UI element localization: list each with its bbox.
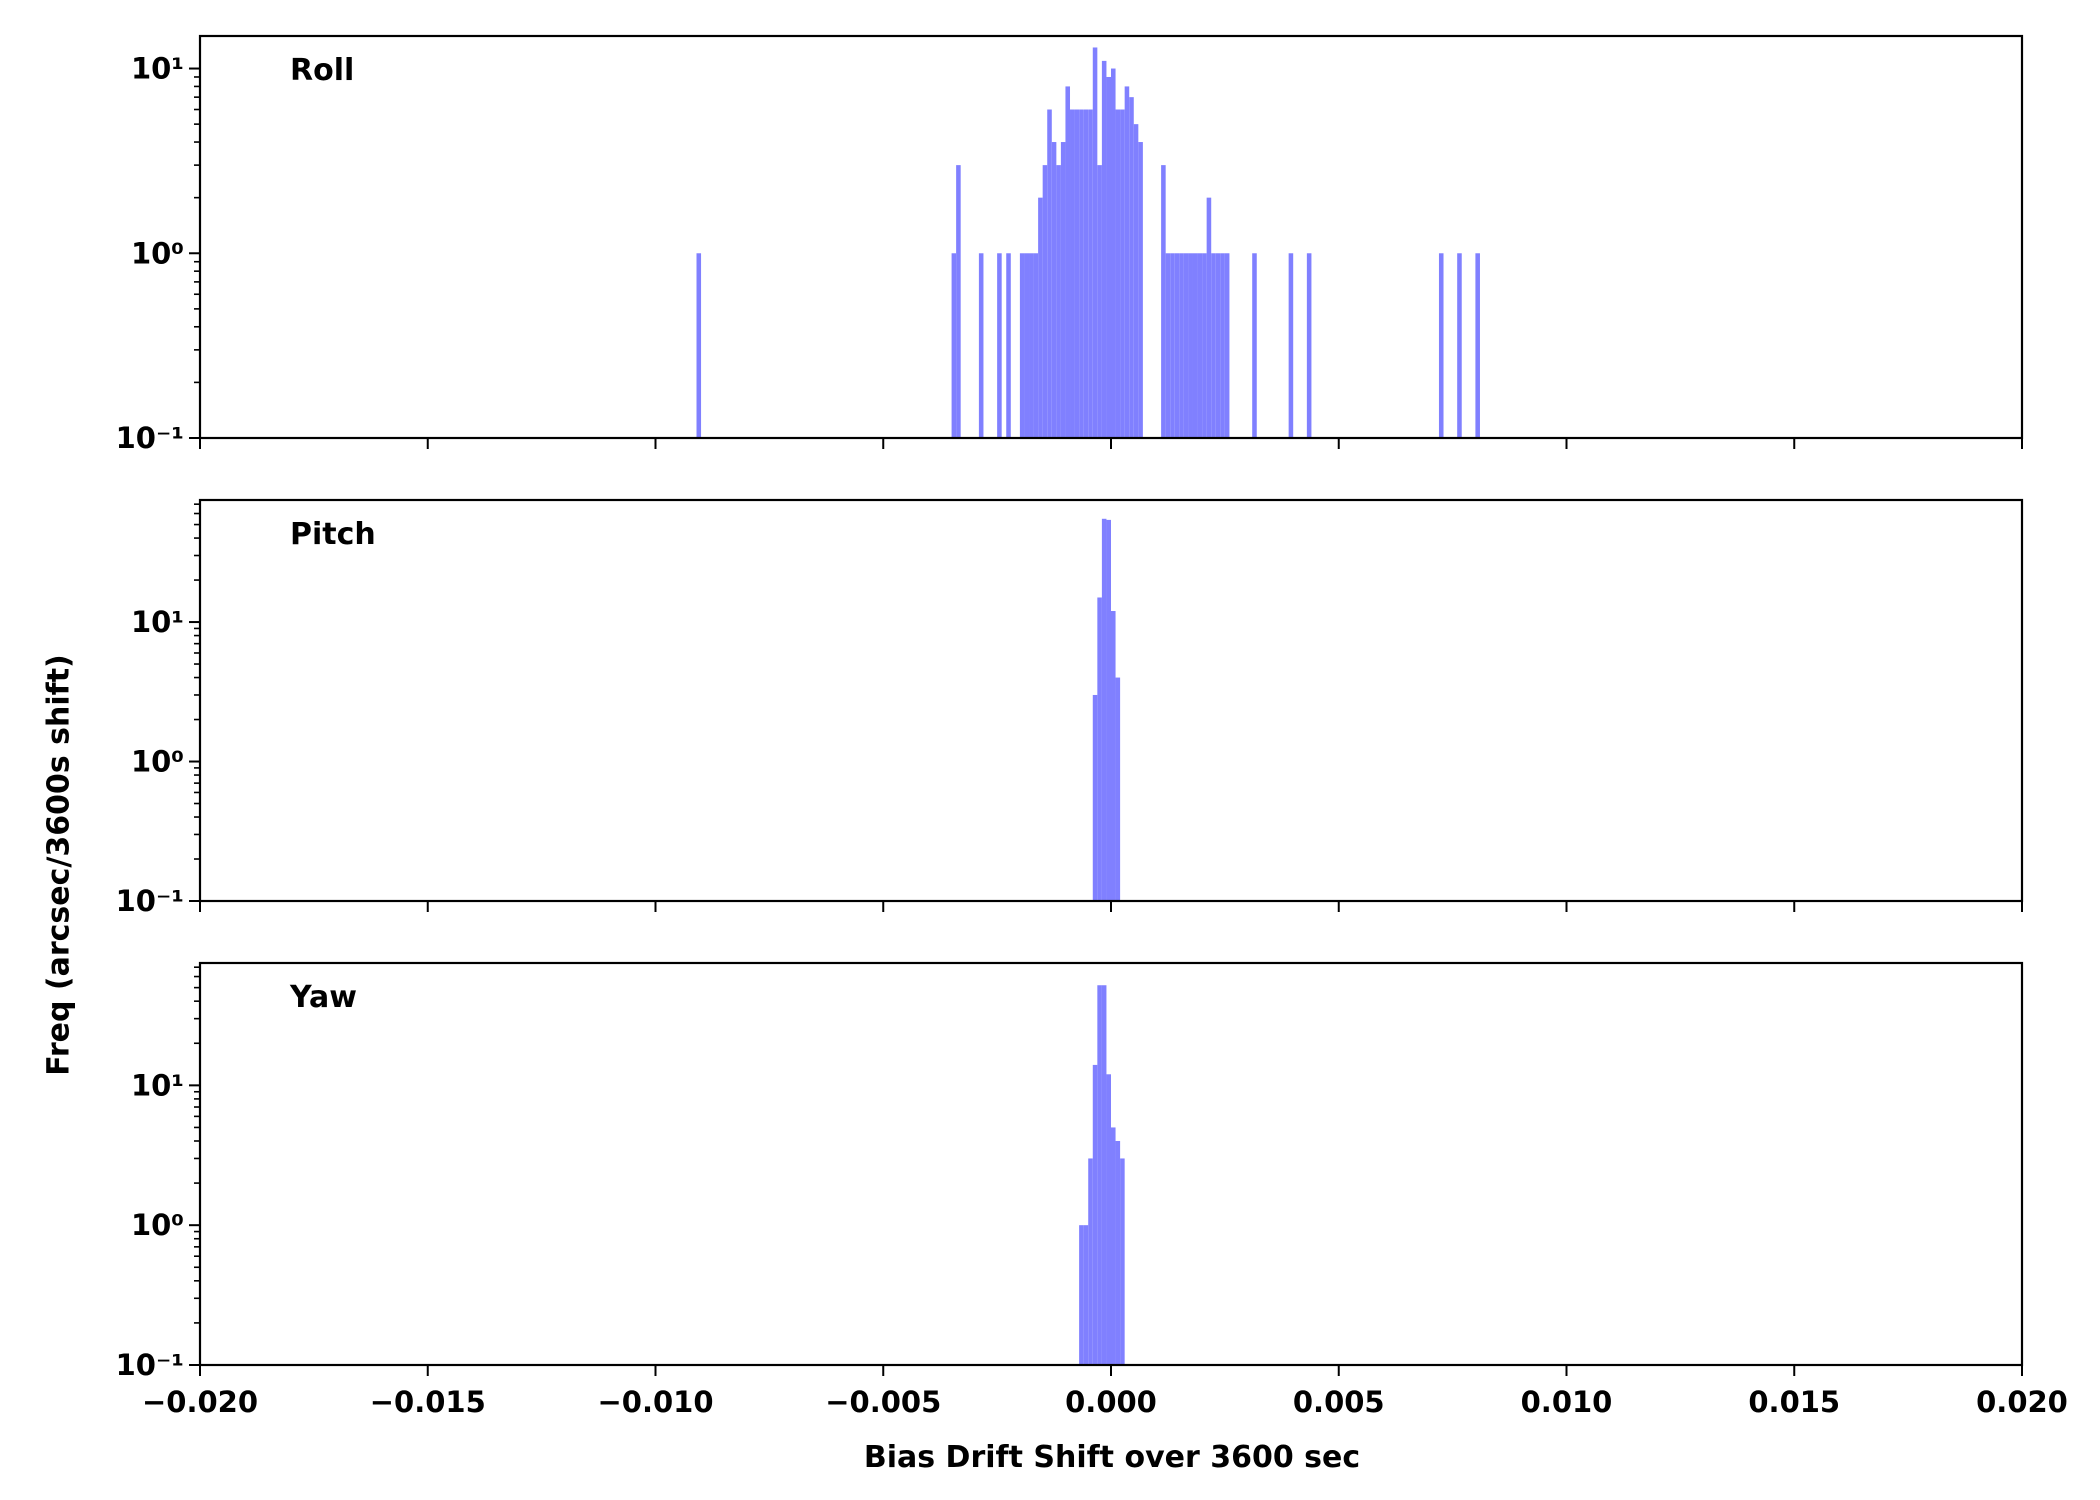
histogram-bar bbox=[1106, 1074, 1111, 1365]
histogram-bar bbox=[1124, 86, 1130, 439]
histogram-bar bbox=[1006, 253, 1011, 438]
histogram-bar bbox=[1111, 68, 1116, 438]
histogram-bar bbox=[1115, 677, 1121, 901]
x-tick-label: 0.020 bbox=[1976, 1385, 2068, 1419]
histogram-bar bbox=[1106, 519, 1111, 901]
x-tick-label: −0.020 bbox=[142, 1385, 258, 1419]
histogram-bar bbox=[1133, 124, 1139, 438]
panel-label: Pitch bbox=[290, 517, 376, 552]
histogram-bar bbox=[1083, 1225, 1089, 1365]
histogram-bar bbox=[1206, 197, 1212, 438]
panel-pitch: 10⁻¹ 10⁰ 10¹ Pitch bbox=[116, 498, 2024, 918]
histogram-bar bbox=[1120, 1158, 1125, 1365]
histogram-bar bbox=[1211, 253, 1216, 438]
histogram-bar bbox=[1188, 253, 1193, 438]
histogram-bar bbox=[1202, 253, 1207, 438]
histogram-bar bbox=[1070, 109, 1075, 438]
histogram-bar bbox=[1224, 253, 1230, 438]
x-tick-label: −0.005 bbox=[825, 1385, 941, 1419]
histogram-bar bbox=[1083, 109, 1089, 438]
y-tick-label: 10⁻¹ bbox=[116, 1348, 184, 1382]
x-tick-label: −0.010 bbox=[597, 1385, 713, 1419]
panel-roll: 10⁻¹ 10⁰ 10¹ Roll bbox=[116, 34, 2024, 455]
histogram-bar bbox=[1092, 1064, 1098, 1365]
histogram-bar bbox=[1179, 253, 1184, 438]
y-tick-label: 10⁻¹ bbox=[116, 421, 184, 455]
histogram-bar bbox=[1115, 1140, 1121, 1365]
histogram-bar bbox=[1115, 109, 1121, 438]
panel-label: Yaw bbox=[289, 980, 357, 1015]
histogram-bar bbox=[1192, 253, 1198, 438]
histogram-bar bbox=[1092, 47, 1098, 438]
histogram-bar bbox=[1033, 253, 1039, 438]
histogram-bar bbox=[1111, 1127, 1116, 1365]
panels: 10⁻¹ 10⁰ 10¹ Roll 10⁻¹ 10⁰ 10¹ Pitch 10⁻¹ 10⁰ 10¹ −… bbox=[116, 34, 2068, 1419]
y-tick-label: 10¹ bbox=[131, 1068, 184, 1102]
histogram-bar bbox=[1306, 253, 1312, 438]
panel-label: Roll bbox=[290, 53, 354, 88]
histogram-bar bbox=[1252, 253, 1257, 438]
x-tick-label: 0.000 bbox=[1065, 1385, 1157, 1419]
histogram-bar bbox=[1161, 165, 1166, 438]
histogram-bar bbox=[1088, 1158, 1093, 1365]
histogram-bar bbox=[1024, 253, 1030, 438]
histogram-bar bbox=[1165, 253, 1171, 438]
histogram-bar bbox=[1079, 1225, 1084, 1365]
histogram-bar bbox=[1197, 253, 1203, 438]
y-axis-title: Freq (arcsec/3600s shift) bbox=[42, 654, 77, 1076]
histogram-bar bbox=[1183, 253, 1189, 438]
x-tick-label: 0.005 bbox=[1293, 1385, 1385, 1419]
histogram-bar bbox=[1438, 253, 1444, 438]
histogram-bar bbox=[1101, 60, 1107, 438]
histogram-bar bbox=[956, 165, 961, 438]
y-tick-label: 10⁰ bbox=[131, 236, 184, 270]
histogram-bar bbox=[1106, 76, 1111, 438]
histogram-bar bbox=[978, 253, 984, 438]
histogram-bar bbox=[1138, 142, 1143, 439]
histogram-bar bbox=[1097, 165, 1102, 438]
histogram-bar bbox=[1120, 109, 1125, 438]
histogram-bar bbox=[1215, 253, 1221, 438]
histogram-bar bbox=[1092, 694, 1098, 901]
panel-yaw: 10⁻¹ 10⁰ 10¹ −0.020 −0.015 −0.010 −0.005 0.000 0… bbox=[116, 961, 2068, 1419]
histogram-bar bbox=[1097, 985, 1102, 1365]
histogram-bar bbox=[1047, 109, 1052, 438]
y-axis-title-group: Freq (arcsec/3600s shift) bbox=[42, 654, 77, 1076]
histogram-bar bbox=[1170, 253, 1175, 438]
histogram-bar bbox=[1088, 109, 1093, 438]
histogram-bar bbox=[1074, 109, 1080, 438]
y-tick-label: 10⁻¹ bbox=[116, 884, 184, 918]
histogram-bar bbox=[1038, 197, 1043, 438]
y-tick-label: 10⁰ bbox=[131, 1208, 184, 1242]
x-tick-label: 0.015 bbox=[1748, 1385, 1840, 1419]
histogram-bar bbox=[1056, 165, 1061, 438]
y-tick-label: 10¹ bbox=[131, 52, 184, 86]
histogram-bar bbox=[1051, 142, 1057, 439]
histogram-bar bbox=[1111, 611, 1116, 901]
histogram-bar bbox=[1042, 165, 1048, 438]
histogram-bar bbox=[951, 253, 957, 438]
histogram-bar bbox=[1097, 597, 1102, 901]
histogram-bar bbox=[1029, 253, 1034, 438]
histogram-bar bbox=[1101, 518, 1107, 901]
histogram-bar bbox=[997, 253, 1002, 438]
histogram-bar bbox=[1101, 985, 1107, 1365]
x-tick-label: 0.010 bbox=[1521, 1385, 1613, 1419]
histogram-bar bbox=[1457, 253, 1462, 438]
histogram-bar bbox=[1475, 253, 1480, 438]
histogram-bar bbox=[1220, 253, 1225, 438]
histogram-bar bbox=[696, 253, 702, 438]
histogram-bar bbox=[1079, 109, 1084, 438]
histogram-bar bbox=[1019, 253, 1025, 438]
histogram-bar bbox=[1174, 253, 1180, 438]
y-tick-label: 10¹ bbox=[131, 605, 184, 639]
histogram-bar bbox=[1129, 97, 1134, 439]
x-tick-label: −0.015 bbox=[370, 1385, 486, 1419]
x-axis-title: Bias Drift Shift over 3600 sec bbox=[864, 1440, 1360, 1475]
y-tick-label: 10⁰ bbox=[131, 745, 184, 779]
histogram-bar bbox=[1060, 142, 1066, 439]
histogram-bar bbox=[1288, 253, 1294, 438]
histogram-bar bbox=[1065, 86, 1071, 439]
